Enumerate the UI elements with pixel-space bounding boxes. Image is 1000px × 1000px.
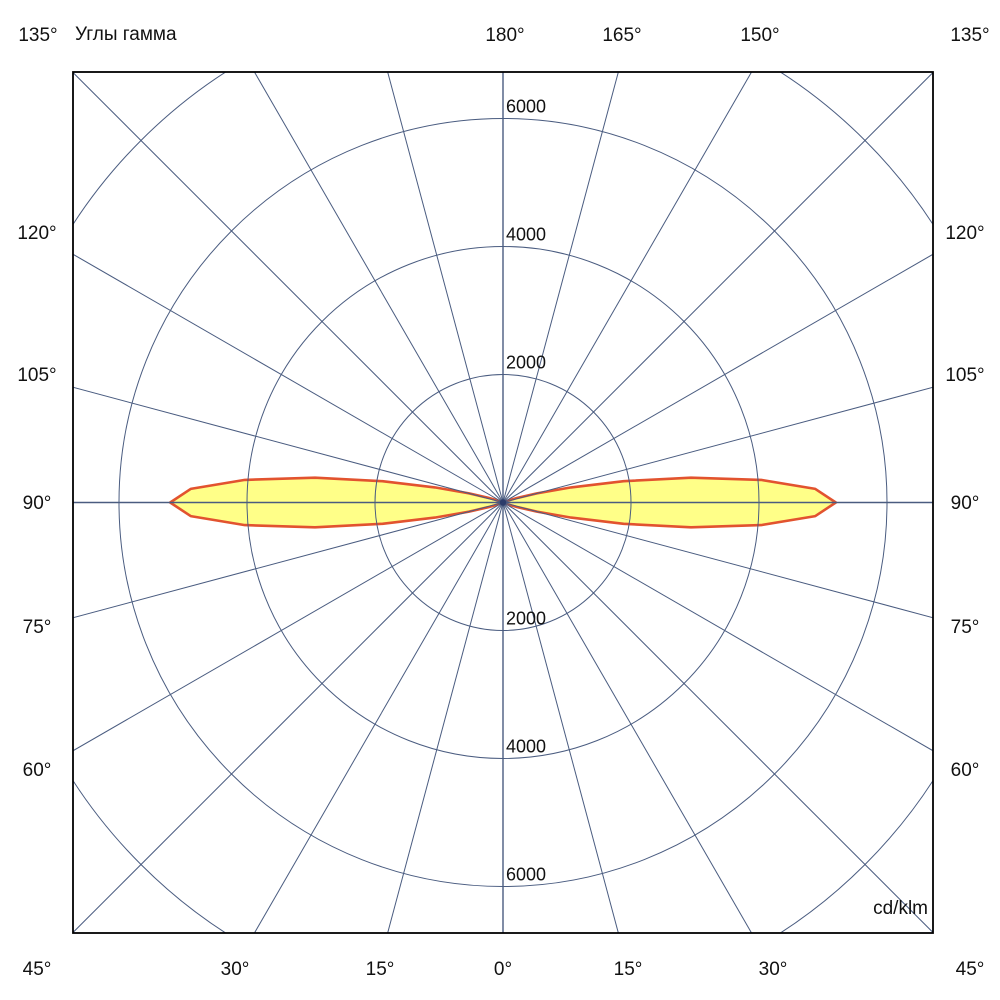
spoke-30 (502, 502, 753, 933)
gamma-label-left-105°: 105° (17, 365, 56, 386)
gamma-label-bottom-0°: 0° (494, 959, 512, 980)
gamma-label-right-105°: 105° (945, 365, 984, 386)
gamma-label-bottom-30°: 30° (759, 959, 788, 980)
gamma-label-right-90°: 90° (951, 493, 980, 514)
ring-label-down-2000: 2000 (506, 609, 546, 629)
gamma-label-left-60°: 60° (23, 760, 52, 781)
spoke-135 (502, 72, 933, 503)
ring-label-up-6000: 6000 (506, 97, 546, 117)
gamma-label-top-180°: 180° (485, 25, 524, 46)
spoke-240 (73, 253, 504, 503)
gamma-label-top-135°: 135° (950, 25, 989, 46)
spoke-15 (502, 502, 619, 933)
gamma-label-bottom-15°: 15° (614, 959, 643, 980)
spoke-330 (253, 502, 504, 933)
unit-label: cd/klm (873, 898, 928, 919)
spoke-255 (73, 386, 504, 503)
ring-labels: 2000 2000 4000 4000 6000 6000 (506, 97, 546, 885)
spoke-315 (73, 502, 504, 933)
gamma-label-left-75°: 75° (23, 617, 52, 638)
gamma-label-bottom-45°: 45° (956, 959, 985, 980)
angle-labels: 135° 180° 165° 150° 135° 45° 30° 15° 0° 15° 30° 45°… (17, 25, 989, 980)
spoke-45 (502, 502, 933, 933)
center-dot (499, 499, 507, 506)
spoke-150 (502, 72, 753, 503)
spoke-165 (502, 72, 619, 503)
gamma-label-top-150°: 150° (740, 25, 779, 46)
spoke-195 (387, 72, 504, 503)
plot-border (72, 71, 934, 934)
ring-label-down-6000: 6000 (506, 865, 546, 885)
gamma-label-right-60°: 60° (951, 760, 980, 781)
spoke-120 (502, 253, 933, 503)
chart-title: Углы гамма (75, 24, 177, 45)
spoke-225 (73, 72, 504, 503)
spoke-105 (502, 386, 933, 503)
spoke-285 (73, 502, 504, 619)
gamma-label-top-135°: 135° (18, 25, 57, 46)
gamma-label-left-90°: 90° (23, 493, 52, 514)
spoke-210 (253, 72, 504, 503)
gamma-label-bottom-30°: 30° (221, 959, 250, 980)
gamma-label-bottom-15°: 15° (366, 959, 395, 980)
ring-label-down-4000: 4000 (506, 737, 546, 757)
gamma-label-left-120°: 120° (17, 223, 56, 244)
spoke-75 (502, 502, 933, 619)
spoke-300 (73, 502, 504, 752)
gamma-label-top-165°: 165° (602, 25, 641, 46)
gamma-label-bottom-45°: 45° (23, 959, 52, 980)
spoke-345 (387, 502, 504, 933)
ring-label-up-2000: 2000 (506, 353, 546, 373)
gamma-label-right-75°: 75° (951, 617, 980, 638)
ring-label-up-4000: 4000 (506, 225, 546, 245)
gamma-label-right-120°: 120° (945, 223, 984, 244)
spoke-60 (502, 502, 933, 752)
